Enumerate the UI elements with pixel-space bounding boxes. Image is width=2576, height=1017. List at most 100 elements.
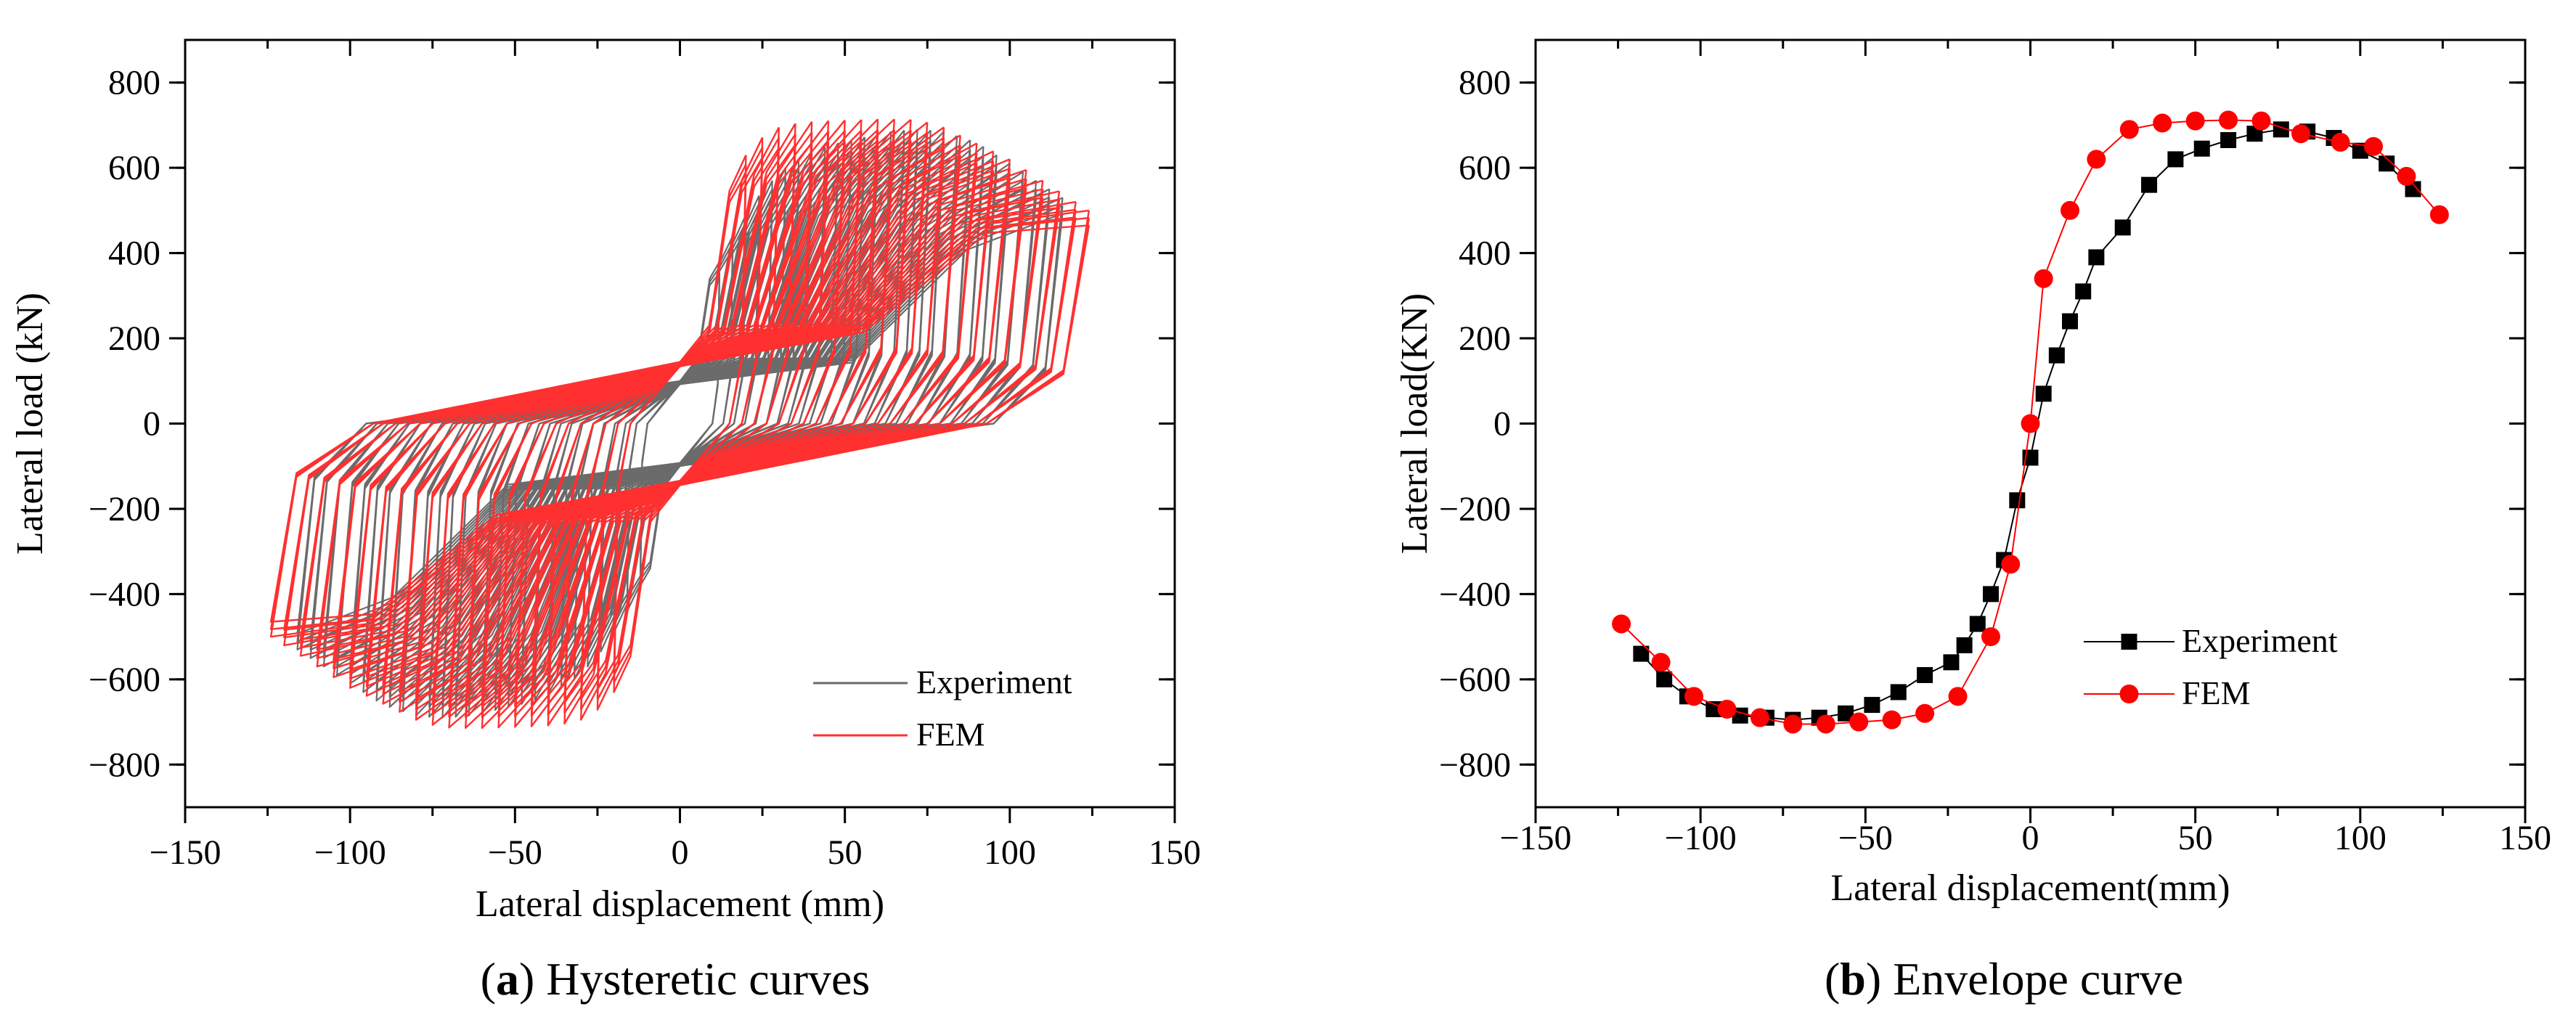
panel-b-experiment-point — [1633, 645, 1650, 662]
panel-a-experiment-loop — [560, 177, 800, 671]
panel-b-fem-point — [2251, 111, 2271, 131]
b-x-tick-label: 0 — [2022, 819, 2039, 857]
panel-b-experiment-point — [2035, 385, 2052, 402]
panel-b-experiment-point — [1917, 666, 1933, 683]
b-y-tick-label: −200 — [1439, 490, 1511, 528]
panel-a-experiment-loop — [639, 266, 721, 581]
panel-a-fem-loop — [580, 147, 780, 701]
panel-a-fem-loop — [333, 187, 1027, 661]
panel-a-experiment-loop — [547, 171, 813, 677]
panel-b-experiment-point — [1864, 697, 1880, 714]
a-y-tick-label: 800 — [108, 64, 160, 102]
panel-a-series-fem — [269, 118, 1091, 729]
b-y-tick-label: 200 — [1459, 319, 1511, 358]
panel-b-fem-point — [1684, 687, 1704, 706]
b-y-tick-label: 800 — [1459, 64, 1511, 102]
panel-a-experiment-loop — [455, 150, 905, 698]
panel-b-legend-fem-marker — [2119, 685, 2139, 703]
a-y-tick-label: −200 — [89, 490, 160, 528]
panel-a-fem-loop — [316, 197, 1044, 650]
b-x-tick-label: 150 — [2499, 819, 2551, 857]
panel-a-fem-loop — [382, 162, 978, 685]
panel-b-experiment-point — [2193, 140, 2210, 157]
panel-a-series-experiment — [296, 128, 1064, 719]
a-y-tick-label: 200 — [108, 319, 160, 358]
panel-b-fem-point — [1651, 653, 1671, 672]
a-y-tick-label: −800 — [89, 746, 160, 784]
panel-b-caption-text: Envelope curve — [1881, 953, 2183, 1005]
a-y-tick-label: 600 — [108, 149, 160, 187]
panel-b-fem-point — [1783, 714, 1803, 734]
panel-a-legend: Experiment FEM — [813, 663, 1072, 753]
panel-a-experiment-loop — [639, 272, 721, 576]
panel-b-experiment-point — [1943, 654, 1960, 671]
a-y-tick-label: 0 — [143, 405, 160, 444]
a-y-tick-label: −400 — [89, 575, 160, 613]
panel-a-experiment-loop — [626, 242, 734, 605]
panel-b-fem-point — [2087, 150, 2106, 169]
panel-a-fem-loop — [613, 155, 747, 693]
panel-b-experiment-point — [1838, 705, 1854, 722]
b-x-tick-label: 100 — [2334, 819, 2387, 857]
panel-b-legend: Experiment FEM — [2084, 622, 2338, 711]
panel-b-experiment-point — [1890, 684, 1907, 701]
panel-b-fem-point — [2219, 110, 2238, 130]
panel-b-plot-area — [1612, 110, 2449, 734]
a-x-tick-label: 100 — [984, 833, 1036, 872]
panel-b-experiment-point — [2114, 219, 2131, 236]
panel-a-fem-loop — [333, 168, 1027, 679]
b-y-tick-label: 0 — [1493, 405, 1511, 444]
panel-a-fem-loop — [349, 176, 1011, 671]
panel-b-fem-point — [2061, 200, 2080, 220]
b-x-tick-label: 50 — [2178, 819, 2213, 857]
panel-a-fem-loop — [563, 144, 796, 703]
panel-a-fem-loop — [415, 147, 945, 701]
panel-b-experiment-point — [2379, 155, 2395, 172]
panel-a-y-axis-title: Lateral load (kN) — [9, 293, 51, 555]
a-y-tick-label: 400 — [108, 234, 160, 273]
panel-b-fem-point — [2153, 113, 2172, 133]
panel-a-fem-loop — [530, 141, 830, 706]
a-x-tick-label: 150 — [1149, 833, 1201, 872]
panel-b-caption-letter: b — [1840, 953, 1866, 1005]
a-x-tick-label: 50 — [828, 833, 863, 872]
b-x-tick-label: −150 — [1499, 819, 1571, 857]
panel-b-legend-fem-label: FEM — [2182, 674, 2251, 711]
panel-b-fem-point — [2364, 136, 2384, 156]
panel-b-experiment-point — [1969, 616, 1986, 632]
panel-b-fem-point — [2034, 269, 2053, 288]
b-y-tick-label: −800 — [1439, 746, 1511, 784]
panel-b-caption: (b) Envelope curve — [1825, 953, 2183, 1005]
panel-a-fem-loop — [269, 224, 1091, 623]
panel-b-experiment-point — [2141, 176, 2158, 193]
a-x-tick-label: −150 — [149, 833, 221, 872]
panel-b-experiment-point — [2088, 249, 2105, 266]
panel-b-y-axis-title: Lateral load(KN) — [1394, 293, 1435, 554]
panel-b-fem-point — [2021, 414, 2040, 433]
panel-b-fem-point — [1915, 703, 1935, 723]
panel-a-experiment-loop — [349, 171, 1011, 676]
panel-b-fem-point — [2331, 132, 2350, 152]
panel-b-fem-point — [2429, 205, 2449, 224]
panel-a-fem-loop — [431, 142, 929, 705]
panel-a-hysteretic: −150 −100 −50 0 50 100 150 −800 −600 −400 −200 0 200… — [9, 38, 1201, 1005]
panel-a-experiment-loop — [349, 163, 1011, 685]
panel-b-fem-point — [1849, 712, 1869, 732]
b-x-tick-label: −100 — [1665, 819, 1737, 857]
panel-b-fem-point — [2291, 124, 2311, 144]
panel-a-fem-loop — [596, 136, 764, 711]
a-x-tick-label: −100 — [314, 833, 386, 872]
panel-a-legend-fem-label: FEM — [916, 716, 985, 753]
panel-a-caption-text: Hysteretic curves — [534, 953, 870, 1005]
panel-a-fem-loop — [333, 178, 1027, 669]
b-x-tick-label: −50 — [1838, 819, 1893, 857]
panel-b-fem-point — [1750, 708, 1769, 727]
panel-a-fem-loop — [481, 139, 879, 708]
panel-a-fem-loop — [448, 140, 912, 708]
panel-b-fem-point — [2119, 120, 2139, 139]
panel-a-fem-loop — [299, 206, 1061, 641]
panel-b-experiment-point — [1956, 637, 1973, 653]
b-y-tick-label: −600 — [1439, 661, 1511, 699]
panel-b-fem-point — [1717, 699, 1737, 719]
